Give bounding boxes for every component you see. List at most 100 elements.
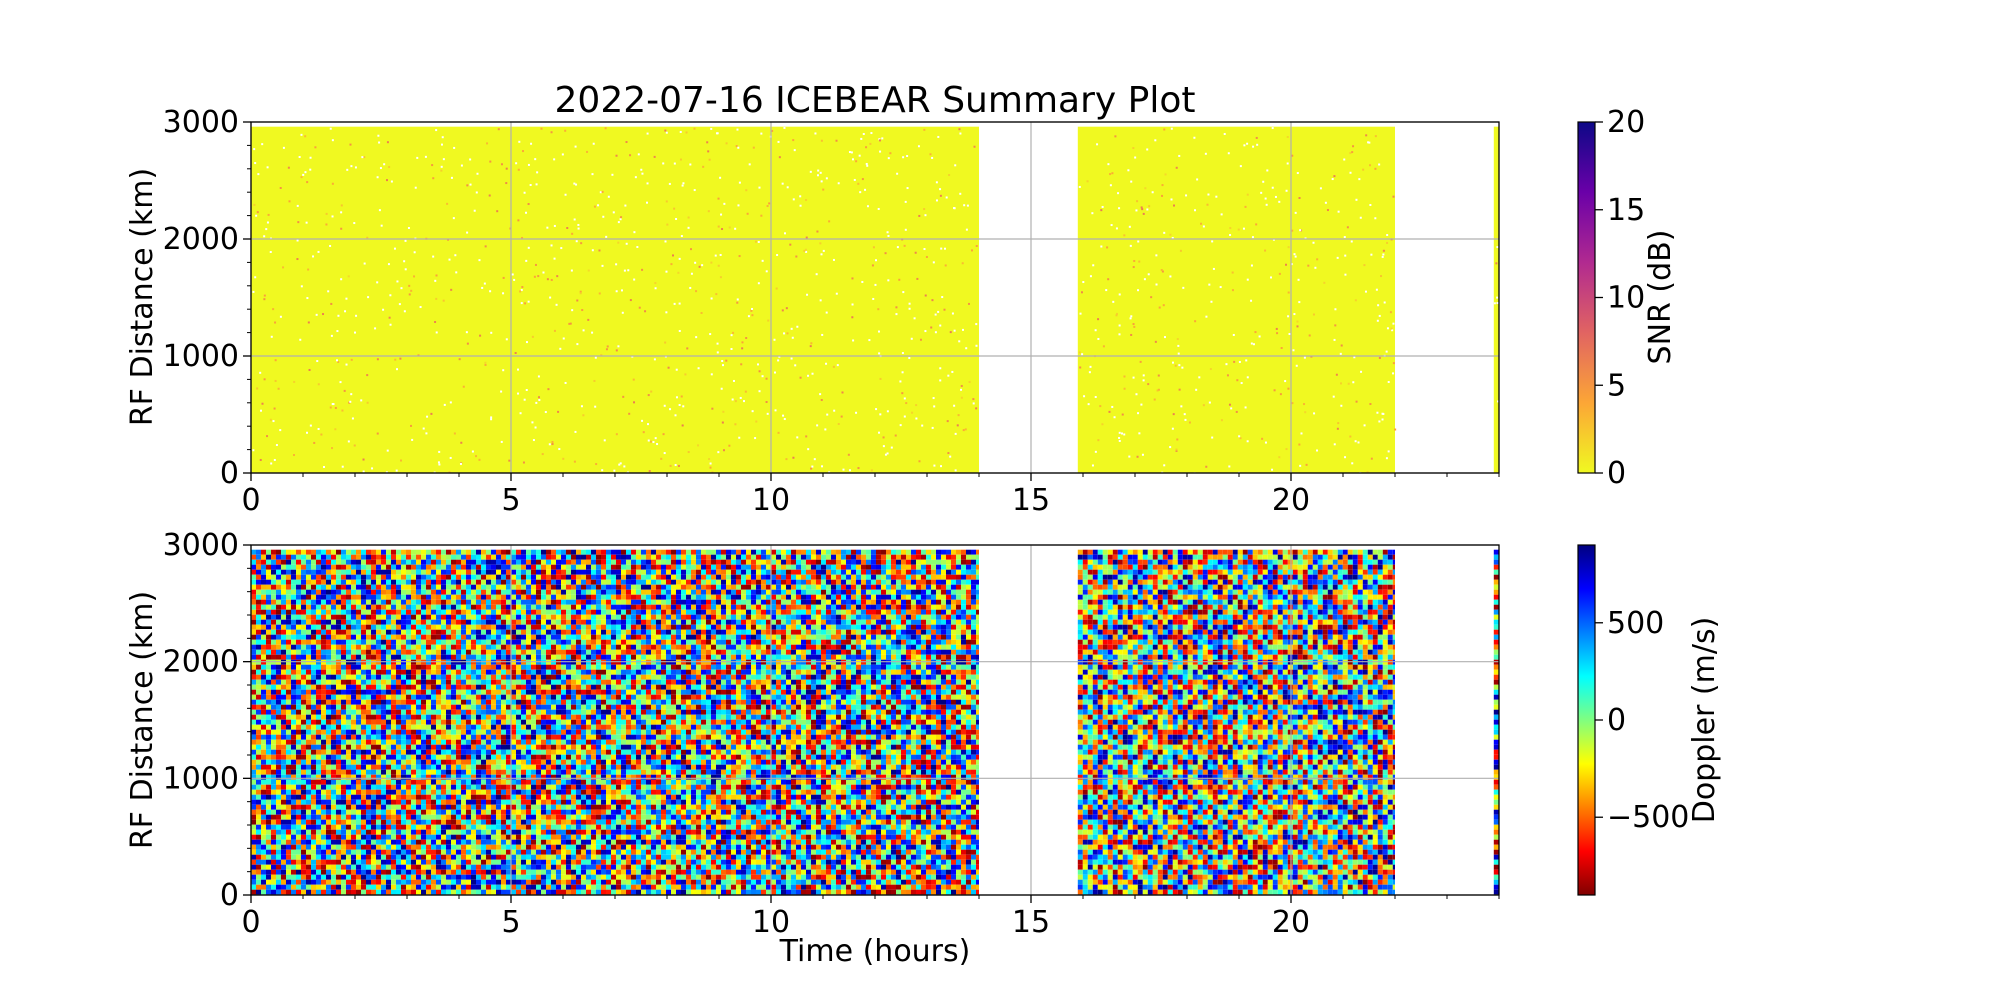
- doppler-cell: [316, 719, 321, 725]
- doppler-cell: [346, 589, 351, 595]
- snr-speck: [304, 171, 307, 174]
- doppler-cell: [351, 639, 356, 645]
- doppler-cell: [276, 864, 281, 870]
- doppler-cell: [361, 819, 366, 825]
- doppler-cell: [306, 819, 311, 825]
- snr-speck: [413, 251, 416, 254]
- doppler-cell: [356, 824, 361, 830]
- doppler-cell: [456, 709, 461, 715]
- snr-speck: [792, 198, 795, 201]
- doppler-cell: [391, 784, 396, 790]
- doppler-cell: [351, 784, 356, 790]
- snr-speck: [582, 329, 585, 332]
- snr-speck: [1333, 338, 1336, 341]
- doppler-cell: [281, 684, 286, 690]
- snr-speck: [393, 247, 396, 250]
- doppler-cell: [421, 714, 426, 720]
- doppler-cell: [471, 769, 476, 775]
- doppler-cell: [251, 859, 256, 865]
- doppler-cell: [456, 704, 461, 710]
- doppler-cell: [431, 829, 436, 835]
- doppler-cell: [381, 879, 386, 885]
- snr-speck: [1128, 225, 1131, 228]
- snr-speck: [619, 462, 622, 465]
- snr-speck: [1394, 428, 1397, 431]
- doppler-cell: [411, 559, 416, 565]
- doppler-cell: [451, 854, 456, 860]
- snr-speck: [478, 458, 481, 461]
- doppler-cell: [456, 804, 461, 810]
- doppler-cell: [436, 854, 441, 860]
- doppler-cell: [286, 634, 291, 640]
- doppler-cell: [376, 599, 381, 605]
- snr-speck: [518, 140, 521, 143]
- doppler-cell: [346, 719, 351, 725]
- doppler-cell: [301, 579, 306, 585]
- doppler-cell: [321, 744, 326, 750]
- doppler-cell: [391, 754, 396, 760]
- doppler-cell: [376, 814, 381, 820]
- doppler-cell: [361, 889, 366, 895]
- doppler-cell: [436, 619, 441, 625]
- snr-speck: [1111, 172, 1114, 175]
- doppler-cell: [381, 574, 386, 580]
- snr-speck: [1220, 419, 1223, 422]
- snr-speck: [1392, 195, 1395, 198]
- doppler-cell: [351, 654, 356, 660]
- doppler-cell: [406, 774, 411, 780]
- doppler-cell: [356, 744, 361, 750]
- doppler-cell: [501, 654, 506, 660]
- snr-speck: [710, 127, 713, 130]
- doppler-cell: [351, 559, 356, 565]
- doppler-cell: [366, 554, 371, 560]
- doppler-cell: [366, 709, 371, 715]
- snr-speck: [1374, 135, 1377, 138]
- doppler-cell: [336, 579, 341, 585]
- doppler-cell: [316, 614, 321, 620]
- doppler-cell: [426, 729, 431, 735]
- doppler-cell: [366, 819, 371, 825]
- doppler-cell: [346, 569, 351, 575]
- doppler-cell: [276, 794, 281, 800]
- doppler-cell: [281, 729, 286, 735]
- doppler-cell: [501, 854, 506, 860]
- doppler-cell: [446, 729, 451, 735]
- doppler-cell: [431, 724, 436, 730]
- doppler-cell: [346, 664, 351, 670]
- snr-speck: [270, 335, 273, 338]
- snr-speck: [1496, 302, 1499, 305]
- doppler-cell: [286, 709, 291, 715]
- doppler-cell: [321, 679, 326, 685]
- doppler-cell: [496, 664, 501, 670]
- snr-speck: [1366, 471, 1369, 473]
- snr-speck: [1252, 145, 1255, 148]
- doppler-cell: [276, 654, 281, 660]
- doppler-cell: [416, 704, 421, 710]
- doppler-cell: [456, 684, 461, 690]
- snr-speck: [904, 228, 907, 231]
- doppler-cell: [396, 559, 401, 565]
- doppler-cell: [336, 599, 341, 605]
- doppler-cell: [466, 579, 471, 585]
- doppler-cell: [256, 809, 261, 815]
- doppler-cell: [301, 704, 306, 710]
- doppler-cell: [476, 654, 481, 660]
- doppler-cell: [481, 884, 486, 890]
- snr-speck: [366, 374, 369, 377]
- snr-speck: [336, 330, 339, 333]
- doppler-cell: [491, 604, 496, 610]
- doppler-cell: [446, 669, 451, 675]
- doppler-cell: [376, 709, 381, 715]
- snr-speck: [1142, 374, 1145, 377]
- doppler-cell: [356, 749, 361, 755]
- snr-speck: [946, 420, 949, 423]
- snr-speck: [1351, 462, 1354, 465]
- doppler-cell: [436, 569, 441, 575]
- doppler-cell: [461, 619, 466, 625]
- doppler-cell: [396, 699, 401, 705]
- doppler-cell: [361, 879, 366, 885]
- doppler-cell: [481, 764, 486, 770]
- snr-speck: [1333, 175, 1336, 178]
- doppler-cell: [431, 739, 436, 745]
- doppler-cell: [501, 779, 506, 785]
